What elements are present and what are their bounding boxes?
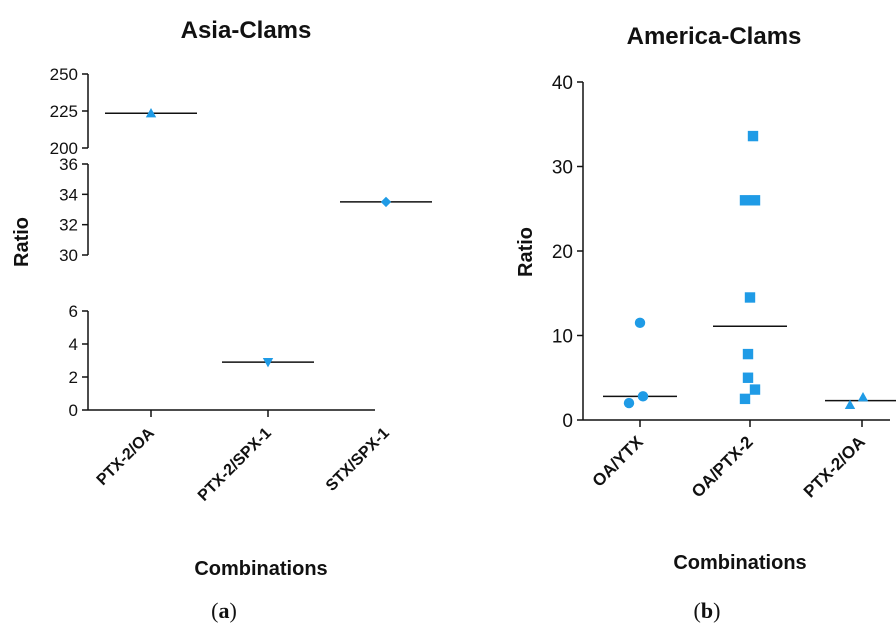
chart-b-data-point [634, 317, 646, 329]
chart-b-data-point [749, 384, 761, 395]
chart-b-y-tick-label: 40 [552, 73, 573, 94]
chart-a-x-tick-label: STX/SPX-1 [323, 425, 393, 495]
chart-a-y-tick-label: 250 [50, 65, 78, 84]
chart-a-data-point [145, 108, 157, 118]
chart-a-data-point [380, 196, 392, 208]
chart-b-data-point [744, 292, 756, 303]
chart-a-xlabel: Combinations [194, 558, 327, 580]
chart-a-y-tick-label: 200 [50, 139, 78, 158]
chart-b-y-tick-label: 10 [552, 327, 573, 348]
chart-b-data-point [637, 391, 649, 402]
chart-b-x-tick-label: OA/YTX [589, 432, 648, 491]
chart-b-y-tick-label: 20 [552, 242, 573, 263]
chart-b-y-tick-label: 30 [552, 158, 573, 179]
chart-a-y-tick-label: 4 [69, 335, 78, 354]
chart-b-data-point [742, 372, 754, 383]
chart-b-data-point [623, 397, 635, 409]
chart-b-data-point [747, 130, 759, 142]
chart-b-x-tick-label: OA/PTX-2 [688, 432, 757, 501]
chart-b-data-point [749, 195, 761, 206]
chart-b-y-tick-label: 0 [562, 411, 573, 432]
chart-a-data-point [262, 357, 274, 368]
chart-a-y-tick-label: 30 [59, 246, 78, 265]
chart-b-title: America-Clams [627, 23, 802, 50]
chart-a-y-tick-label: 32 [59, 216, 78, 235]
chart-b-caption: (b) [694, 598, 721, 623]
chart-a-caption: (a) [211, 598, 237, 623]
chart-a-y-tick-label: 2 [69, 368, 78, 387]
chart-b-xlabel: Combinations [673, 552, 806, 574]
chart-b-x-tick-label: PTX-2/OA [800, 432, 869, 501]
chart-a-ylabel: Ratio [11, 217, 33, 267]
chart-b-ylabel: Ratio [515, 227, 537, 277]
chart-a-y-tick-label: 36 [59, 155, 78, 174]
chart-a-y-tick-label: 6 [69, 302, 78, 321]
chart-a-y-tick-label: 34 [59, 185, 78, 204]
chart-a-title: Asia-Clams [181, 17, 312, 44]
chart-b-data-point [844, 399, 856, 409]
chart-a-x-tick-label: PTX-2/OA [94, 424, 159, 489]
chart-a-y-tick-label: 0 [69, 401, 78, 420]
chart-b-data-point [857, 391, 869, 402]
chart-a-y-tick-label: 225 [50, 102, 78, 121]
chart-b-data-point [739, 195, 751, 206]
chart-a-x-tick-label: PTX-2/SPX-1 [195, 425, 275, 505]
chart-b-data-point [739, 393, 751, 405]
chart-b-data-point [742, 348, 754, 360]
